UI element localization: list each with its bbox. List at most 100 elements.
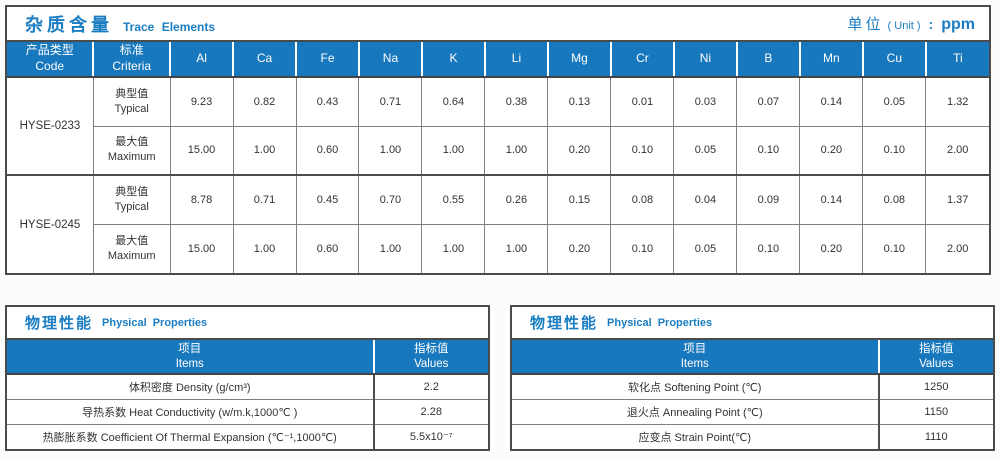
physical-title-row: 物理性能 Physical Properties <box>7 307 488 340</box>
header-label-en: Values <box>919 357 954 370</box>
code-column-header: 产品类型 Code <box>7 42 95 78</box>
value-cell: 0.20 <box>799 125 864 176</box>
unit-colon: : <box>928 16 934 32</box>
value-cell: 0.14 <box>799 76 864 127</box>
values-column-header: 指标值 Values <box>878 340 993 375</box>
value-cell: 1.00 <box>358 125 423 176</box>
criteria-label: 典型值 Typical <box>92 76 171 127</box>
value-cell: 0.10 <box>736 223 801 274</box>
value-cell: 0.70 <box>358 174 423 225</box>
trace-elements-section: 杂质含量 Trace Elements 单位 ( Unit ) : ppm 产品类… <box>5 5 991 275</box>
value-cell: 0.04 <box>673 174 738 225</box>
value-cell: 0.08 <box>610 174 675 225</box>
value-cell: 2.00 <box>925 125 990 176</box>
section-title-zh: 杂质含量 <box>25 14 113 35</box>
value-cell: 1.00 <box>358 223 423 274</box>
value-cell: 0.38 <box>484 76 549 127</box>
value-cell: 0.71 <box>232 174 297 225</box>
physical-properties-section-right: 物理性能 Physical Properties 项目 Items 指标值 Va… <box>510 305 995 451</box>
element-column-header: K <box>421 42 486 78</box>
criteria-label-zh: 典型值 <box>115 185 149 198</box>
unit-label-zh: 单位 <box>847 16 884 33</box>
value-cell: 0.10 <box>736 125 801 176</box>
value-cell: 0.09 <box>736 174 801 225</box>
property-value: 1150 <box>878 398 994 425</box>
value-cell: 0.15 <box>547 174 612 225</box>
section-title-en: Trace Elements <box>123 19 216 34</box>
element-column-header: Mn <box>799 42 864 78</box>
value-cell: 1.00 <box>484 125 549 176</box>
criteria-label-zh: 典型值 <box>115 87 149 100</box>
value-cell: 0.60 <box>295 223 360 274</box>
element-column-header: Li <box>484 42 549 78</box>
value-cell: 0.10 <box>862 223 927 274</box>
product-code: HYSE-0233 <box>6 76 94 176</box>
trace-table-row: 最大值 Maximum 15.00 1.00 0.60 1.00 1.00 1.00 0.20 0… <box>7 125 990 176</box>
property-row: 退火点 Annealing Point (℃) 1150 <box>511 398 994 425</box>
value-cell: 1.00 <box>232 223 297 274</box>
value-cell: 0.43 <box>295 76 360 127</box>
value-cell: 0.01 <box>610 76 675 127</box>
trace-title-row: 杂质含量 Trace Elements 单位 ( Unit ) : ppm <box>7 7 989 42</box>
value-cell: 8.78 <box>169 174 234 225</box>
value-cell: 0.20 <box>547 223 612 274</box>
trace-table-row: 最大值 Maximum 15.00 1.00 0.60 1.00 1.00 1.00 0.20 0… <box>7 223 990 274</box>
unit-label: 单位 ( Unit ) : ppm <box>848 13 975 34</box>
element-column-header: Al <box>170 42 235 78</box>
criteria-label-zh: 最大值 <box>115 136 149 149</box>
value-cell: 0.10 <box>610 223 675 274</box>
header-label-zh: 项目 <box>683 342 707 355</box>
criteria-label-en: Typical <box>114 200 149 213</box>
element-column-header: Mg <box>547 42 612 78</box>
element-column-header: B <box>736 42 801 78</box>
element-column-header: Cr <box>610 42 675 78</box>
property-item: 热膨胀系数 Coefficient Of Thermal Expansion (… <box>6 423 375 450</box>
header-label-en: Values <box>414 357 449 370</box>
property-value: 2.2 <box>373 373 489 400</box>
criteria-label-zh: 最大值 <box>115 234 149 247</box>
product-code: HYSE-0245 <box>6 174 94 274</box>
section-title-zh: 物理性能 <box>25 315 94 332</box>
value-cell: 0.07 <box>736 76 801 127</box>
property-item: 体积密度 Density (g/cm³) <box>6 373 375 400</box>
criteria-label: 最大值 Maximum <box>92 223 171 274</box>
property-item: 导热系数 Heat Conductivity (w/m.k,1000℃ ) <box>6 398 375 425</box>
value-cell: 0.26 <box>484 174 549 225</box>
value-cell: 2.00 <box>925 223 990 274</box>
header-label-zh: 产品类型 <box>25 43 74 58</box>
element-column-header: Ni <box>673 42 738 78</box>
value-cell: 9.23 <box>169 76 234 127</box>
element-column-header: Ca <box>233 42 297 78</box>
value-cell: 1.00 <box>484 223 549 274</box>
value-cell: 0.05 <box>673 223 738 274</box>
element-column-header: Cu <box>862 42 927 78</box>
header-label-zh: 指标值 <box>414 342 449 355</box>
value-cell: 0.08 <box>862 174 927 225</box>
unit-label-en: ( Unit ) <box>887 20 921 32</box>
section-title: 杂质含量 Trace Elements <box>25 11 215 37</box>
property-row: 体积密度 Density (g/cm³) 2.2 <box>6 373 489 400</box>
property-row: 软化点 Softening Point (℃) 1250 <box>511 373 994 400</box>
value-cell: 0.64 <box>421 76 486 127</box>
items-column-header: 项目 Items <box>7 340 375 375</box>
value-cell: 1.37 <box>925 174 990 225</box>
value-cell: 1.00 <box>232 125 297 176</box>
value-cell: 0.60 <box>295 125 360 176</box>
trace-table-row: HYSE-0245 典型值 Typical 8.78 0.71 0.45 0.70 0.55 0… <box>6 174 990 274</box>
property-value: 2.28 <box>373 398 489 425</box>
header-label-en: Items <box>680 357 709 370</box>
property-item: 退火点 Annealing Point (℃) <box>511 398 880 425</box>
trace-table-row: HYSE-0233 典型值 Typical 9.23 0.82 0.43 0.71 0.64 0… <box>6 76 990 176</box>
property-item: 应变点 Strain Point(℃) <box>511 423 880 450</box>
section-title-en: Physical Properties <box>607 316 713 329</box>
value-cell: 0.82 <box>232 76 297 127</box>
value-cell: 0.20 <box>799 223 864 274</box>
value-cell: 0.20 <box>547 125 612 176</box>
criteria-label-en: Maximum <box>107 249 156 262</box>
physical-properties-table-right: 项目 Items 指标值 Values 软化点 Softening Point … <box>511 340 994 450</box>
value-cell: 0.13 <box>547 76 612 127</box>
header-label-zh: 标准 <box>119 43 144 58</box>
value-cell: 1.32 <box>925 76 990 127</box>
property-row: 导热系数 Heat Conductivity (w/m.k,1000℃ ) 2.2… <box>6 398 489 425</box>
trace-elements-table: 产品类型 Code 标准 Criteria Al Ca Fe Na K Li Mg Cr Ni B… <box>6 42 990 274</box>
